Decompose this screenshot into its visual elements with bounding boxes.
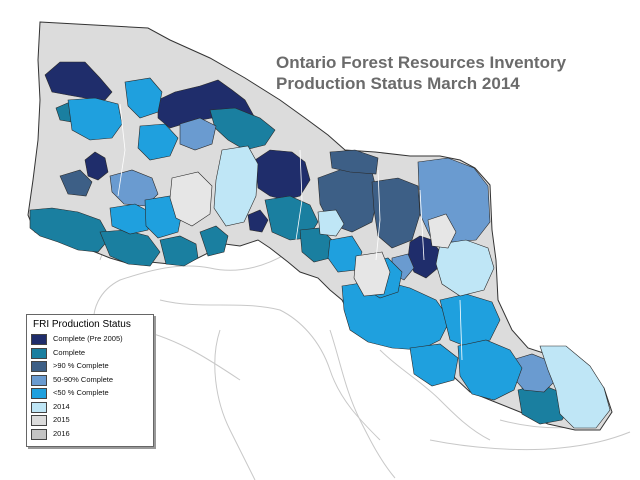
region-under50-south2 — [439, 293, 501, 349]
lake-erie-shore — [429, 431, 631, 451]
map-title-line-2: Production Status March 2014 — [276, 74, 520, 93]
region-2014-southeast — [539, 345, 611, 429]
region-under50-nw — [67, 97, 123, 141]
georgian-bay-shore — [379, 349, 491, 441]
boundary-line — [295, 149, 303, 241]
legend-swatch — [31, 388, 47, 399]
legend-box: FRI Production Status Complete (Pre 2005… — [26, 314, 154, 447]
region-over90-east2 — [371, 177, 421, 249]
legend-title: FRI Production Status — [33, 319, 131, 330]
lake-huron-shore — [329, 329, 396, 479]
region-complete-north — [209, 107, 276, 151]
region-complete-pre2005-west2 — [247, 209, 269, 233]
lake-superior-shore — [93, 249, 293, 331]
district-boundaries — [117, 103, 463, 361]
legend-swatch — [31, 428, 47, 440]
great-lakes-outlines — [93, 214, 631, 480]
boundary-line — [117, 103, 126, 197]
legend-swatch — [31, 374, 47, 386]
region-complete-west — [29, 207, 111, 253]
region-5090-north — [179, 117, 217, 151]
legend-label: 2015 — [53, 415, 70, 424]
region-under50-south3 — [457, 339, 523, 401]
legend-swatch — [31, 334, 47, 345]
map-title-line-1: Ontario Forest Resources Inventory — [276, 53, 567, 72]
legend-label: 2016 — [53, 428, 70, 438]
fri-regions — [29, 61, 611, 429]
legend-swatch — [31, 347, 47, 359]
region-complete-central — [159, 235, 199, 267]
region-complete-pre2005-nw — [44, 61, 113, 101]
region-complete-pre2005-west — [84, 151, 109, 181]
lake-shore-line — [159, 299, 381, 441]
region-under50-north2 — [137, 123, 179, 161]
region-over90-west — [59, 169, 93, 197]
region-under50-south — [341, 279, 451, 351]
boundary-line — [375, 169, 381, 261]
region-under50-southwest — [409, 343, 459, 387]
lake-michigan-shore — [214, 329, 256, 480]
legend-swatch — [31, 415, 47, 426]
region-complete-lakeshore — [199, 225, 229, 257]
legend-label: 50-90% Complete — [53, 374, 114, 384]
region-under50-west — [109, 203, 151, 235]
legend-label: >90 % Complete — [53, 361, 109, 370]
legend-swatch — [31, 361, 47, 372]
region-2014-central — [213, 145, 259, 227]
legend-label: Complete — [53, 347, 86, 357]
legend-label: 2014 — [53, 401, 70, 411]
region-2015-central — [169, 171, 213, 227]
legend-label: <50 % Complete — [53, 388, 109, 397]
region-2014-small — [317, 209, 345, 237]
region-2015-east — [427, 213, 457, 249]
region-2014-east — [435, 239, 495, 297]
boundary-line — [419, 189, 425, 261]
river-line-2 — [139, 329, 241, 381]
region-over90-northeast — [329, 149, 379, 175]
legend-swatch — [31, 401, 47, 413]
region-under50-north — [124, 77, 163, 119]
legend-label: Complete (Pre 2005) — [53, 334, 123, 343]
boundary-line — [459, 299, 463, 361]
region-2015-south — [353, 251, 391, 297]
region-complete-pre2005-central — [254, 149, 311, 201]
